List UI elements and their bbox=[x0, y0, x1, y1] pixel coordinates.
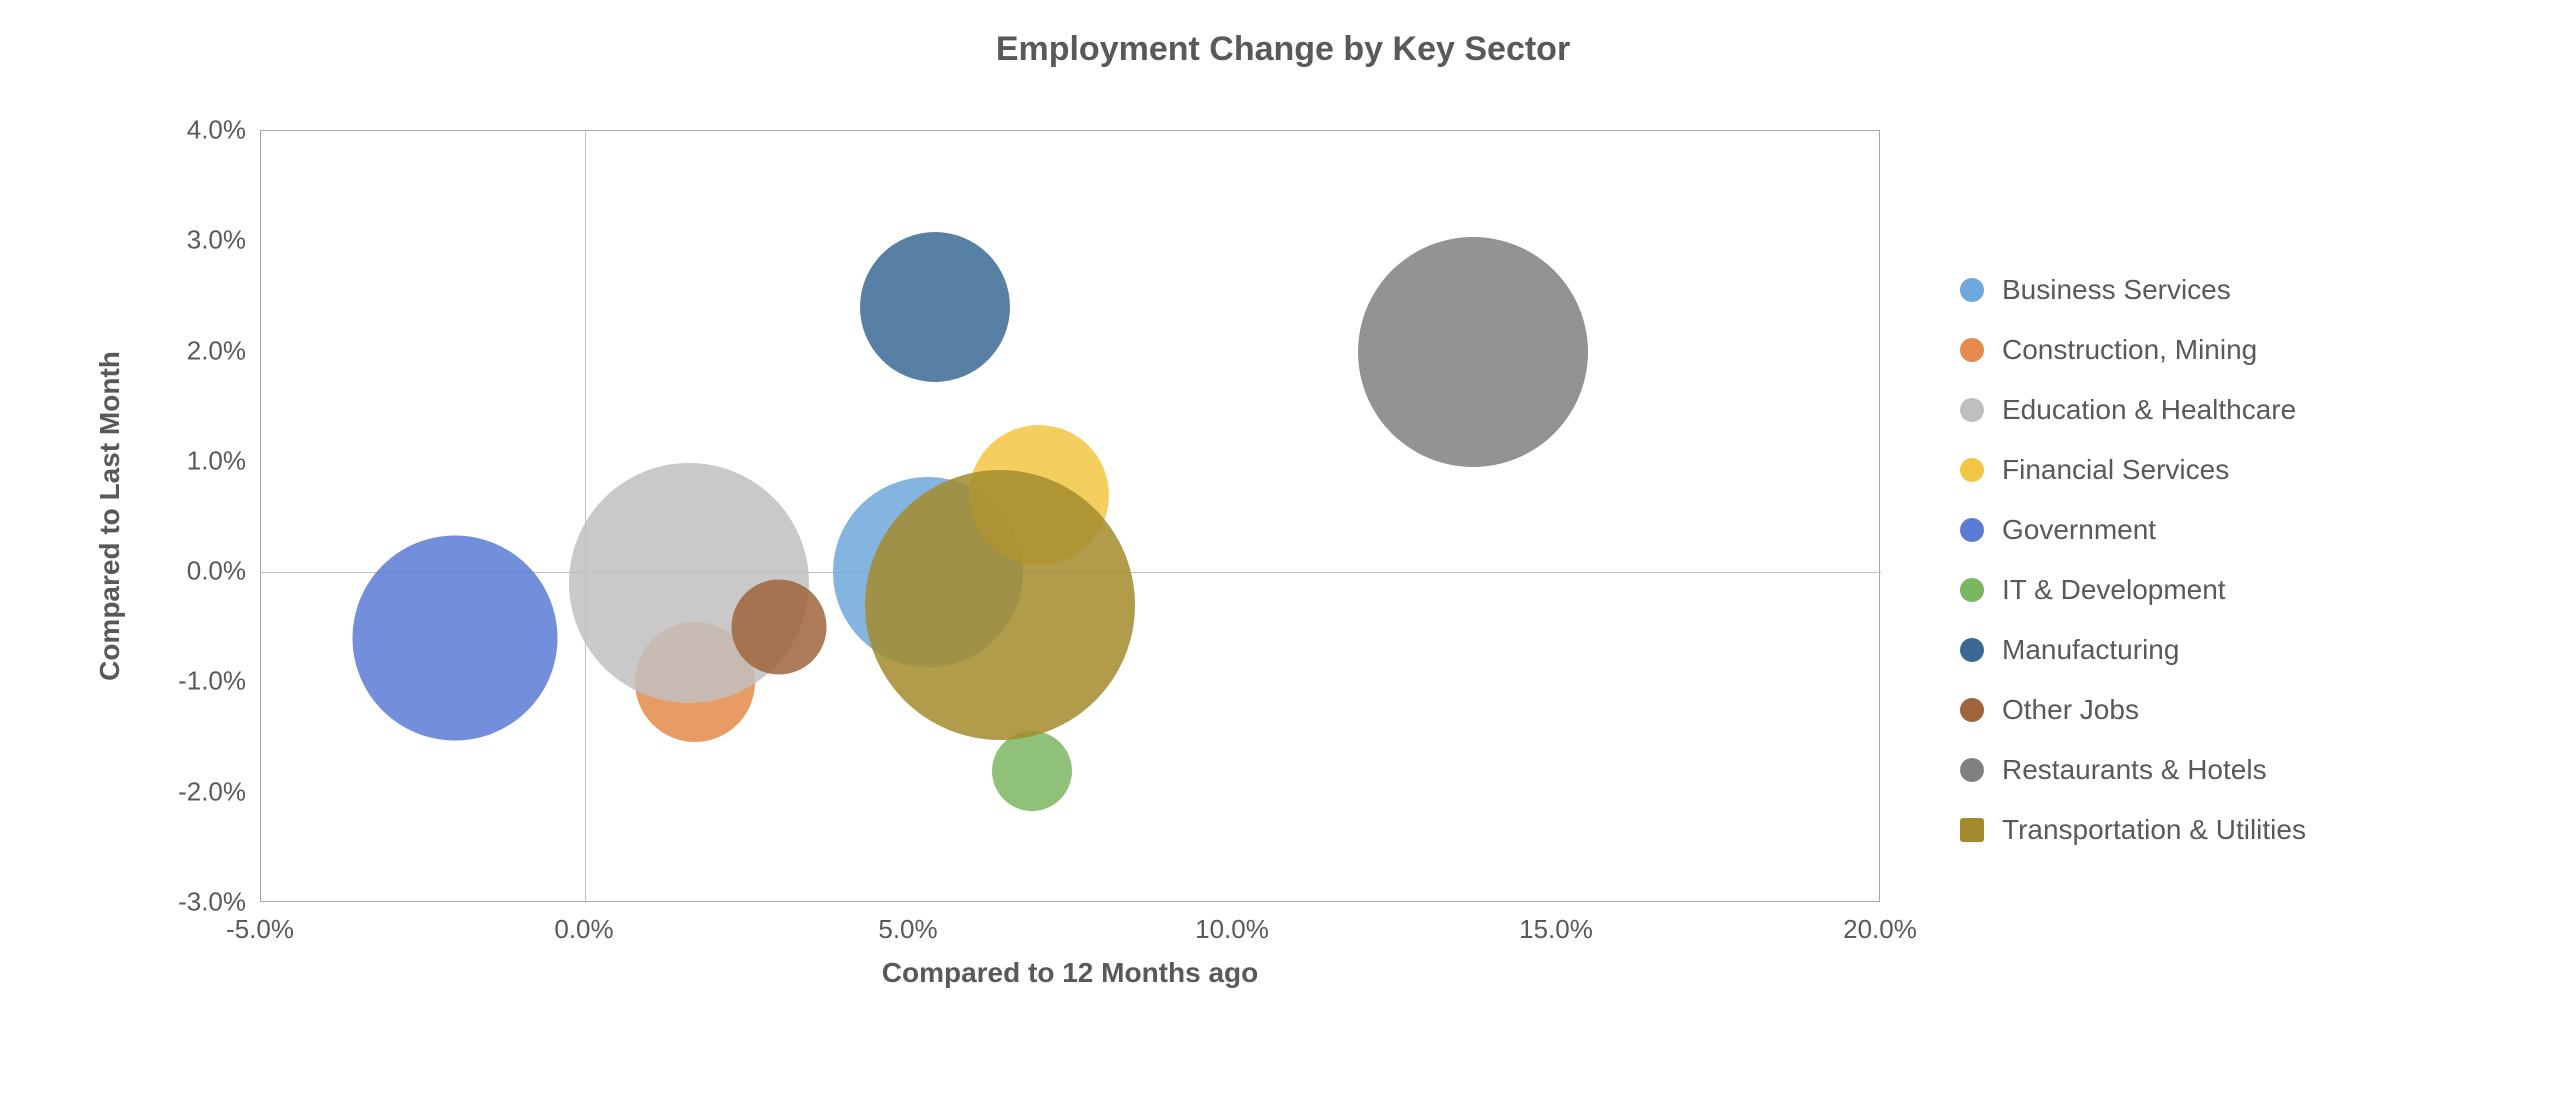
legend-label: Transportation & Utilities bbox=[2002, 814, 2306, 846]
legend-item-manufacturing: Manufacturing bbox=[1960, 620, 2306, 680]
legend-label: Financial Services bbox=[2002, 454, 2229, 486]
bubble-manufacturing bbox=[860, 232, 1010, 382]
legend-item-restaurants_hotels: Restaurants & Hotels bbox=[1960, 740, 2306, 800]
y-tick-label: 1.0% bbox=[187, 445, 246, 476]
x-tick-label: 10.0% bbox=[1195, 914, 1269, 945]
x-tick-label: 0.0% bbox=[554, 914, 613, 945]
y-tick-label: 3.0% bbox=[187, 225, 246, 256]
employment-change-chart: Employment Change by Key Sector Compared… bbox=[0, 0, 2566, 1109]
y-tick-label: 0.0% bbox=[187, 556, 246, 587]
legend-label: Restaurants & Hotels bbox=[2002, 754, 2267, 786]
y-tick-label: -2.0% bbox=[178, 776, 246, 807]
legend-item-transportation_utils: Transportation & Utilities bbox=[1960, 800, 2306, 860]
bubble-government bbox=[353, 536, 558, 741]
x-axis-label: Compared to 12 Months ago bbox=[260, 957, 1880, 989]
legend-label: Construction, Mining bbox=[2002, 334, 2257, 366]
legend-marker-icon bbox=[1960, 638, 1984, 662]
y-tick-label: 4.0% bbox=[187, 115, 246, 146]
plot-area bbox=[260, 130, 1880, 902]
legend-marker-icon bbox=[1960, 458, 1984, 482]
legend-label: Education & Healthcare bbox=[2002, 394, 2296, 426]
legend-marker-icon bbox=[1960, 758, 1984, 782]
bubble-transportation_utils bbox=[865, 470, 1135, 740]
legend-marker-icon bbox=[1960, 578, 1984, 602]
legend-marker-icon bbox=[1960, 698, 1984, 722]
y-tick-label: 2.0% bbox=[187, 335, 246, 366]
y-tick-label: -3.0% bbox=[178, 887, 246, 918]
x-zero-line bbox=[585, 131, 586, 903]
legend-item-education_healthcare: Education & Healthcare bbox=[1960, 380, 2306, 440]
x-tick-label: 20.0% bbox=[1843, 914, 1917, 945]
legend-marker-icon bbox=[1960, 518, 1984, 542]
bubble-it_development bbox=[992, 731, 1072, 811]
legend-marker-icon bbox=[1960, 398, 1984, 422]
x-tick-label: 15.0% bbox=[1519, 914, 1593, 945]
legend-label: Business Services bbox=[2002, 274, 2231, 306]
legend-label: Manufacturing bbox=[2002, 634, 2179, 666]
legend-label: IT & Development bbox=[2002, 574, 2226, 606]
legend-marker-icon bbox=[1960, 338, 1984, 362]
legend-label: Government bbox=[2002, 514, 2156, 546]
legend: Business Services Construction, Mining Edu… bbox=[1960, 260, 2306, 860]
legend-marker-icon bbox=[1960, 278, 1984, 302]
legend-item-financial_services: Financial Services bbox=[1960, 440, 2306, 500]
bubble-other_jobs bbox=[732, 580, 827, 675]
bubble-restaurants_hotels bbox=[1358, 237, 1588, 467]
y-axis-label: Compared to Last Month bbox=[94, 130, 126, 902]
chart-title: Employment Change by Key Sector bbox=[0, 30, 2566, 69]
legend-item-business_services: Business Services bbox=[1960, 260, 2306, 320]
y-tick-label: -1.0% bbox=[178, 666, 246, 697]
legend-marker-icon bbox=[1960, 818, 1984, 842]
x-tick-label: -5.0% bbox=[226, 914, 294, 945]
legend-item-government: Government bbox=[1960, 500, 2306, 560]
legend-label: Other Jobs bbox=[2002, 694, 2139, 726]
legend-item-other_jobs: Other Jobs bbox=[1960, 680, 2306, 740]
x-tick-label: 5.0% bbox=[878, 914, 937, 945]
legend-item-it_development: IT & Development bbox=[1960, 560, 2306, 620]
legend-item-construction_mining: Construction, Mining bbox=[1960, 320, 2306, 380]
